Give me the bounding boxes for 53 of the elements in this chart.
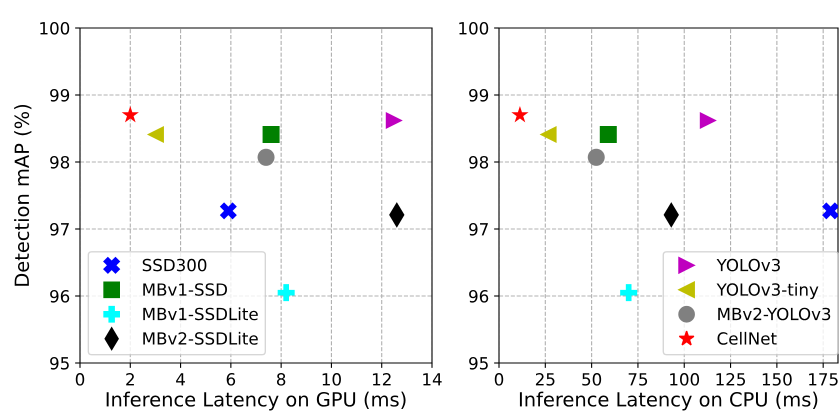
y-axis-title: Detection mAP (%) <box>14 104 32 286</box>
y-tick-label: 99 <box>469 88 488 102</box>
legend-label: MBv2-SSDLite <box>143 332 258 345</box>
x-tick-label: 50 <box>582 373 602 386</box>
y-tick-label: 98 <box>469 156 488 169</box>
point <box>511 106 529 122</box>
x-axis-title: Inference Latency on CPU (ms) <box>520 392 818 410</box>
y-tick-label: 95 <box>50 356 69 370</box>
x-tick-label: 150 <box>762 373 792 386</box>
y-tick-label: 96 <box>469 290 488 303</box>
x-tick-label: 0 <box>494 373 504 386</box>
x-tick-label: 25 <box>536 373 554 386</box>
legend-label: MBv1-SSD <box>143 283 227 296</box>
point <box>700 112 717 129</box>
x-tick-label: 8 <box>276 373 286 386</box>
x-tick-label: 4 <box>176 373 185 386</box>
x-tick-label: 0 <box>76 373 84 386</box>
x-tick-label: 12 <box>372 373 391 386</box>
point <box>258 148 275 166</box>
y-tick-label: 95 <box>469 356 488 370</box>
x-tick-label: 175 <box>809 373 838 386</box>
legend-label: YOLOv3 <box>716 258 780 272</box>
y-tick-label: 99 <box>50 88 70 102</box>
x-tick-label: 75 <box>628 373 648 386</box>
point <box>146 126 164 144</box>
x-tick-label: 14 <box>423 373 442 386</box>
point <box>822 202 838 220</box>
point <box>122 106 139 122</box>
y-tick-label: 97 <box>469 222 488 236</box>
y-tick-label: 96 <box>50 290 70 303</box>
point <box>262 126 280 144</box>
x-tick-label: 2 <box>126 373 134 386</box>
y-tick-label: 100 <box>459 22 488 35</box>
point <box>220 202 237 220</box>
legend-label: CellNet <box>718 332 777 345</box>
y-tick-label: 97 <box>50 222 69 236</box>
point <box>600 126 617 144</box>
x-tick-label: 125 <box>716 373 746 386</box>
point <box>278 284 295 302</box>
y-tick-label: 100 <box>40 22 70 35</box>
x-tick-label: 10 <box>322 373 341 386</box>
point <box>620 284 638 302</box>
point <box>588 148 605 166</box>
legend-label: YOLOv3-tiny <box>716 282 818 300</box>
x-tick-label: 6 <box>226 373 236 386</box>
legend-label: MBv1-SSDLite <box>143 307 258 320</box>
legend-label: MBv2-YOLOv3 <box>718 308 830 320</box>
point <box>540 126 557 144</box>
x-tick-label: 100 <box>670 373 700 386</box>
x-axis-title: Inference Latency on GPU (ms) <box>106 392 406 410</box>
point <box>386 112 403 129</box>
y-tick-label: 98 <box>50 156 70 169</box>
legend-label: SSD300 <box>142 258 206 272</box>
